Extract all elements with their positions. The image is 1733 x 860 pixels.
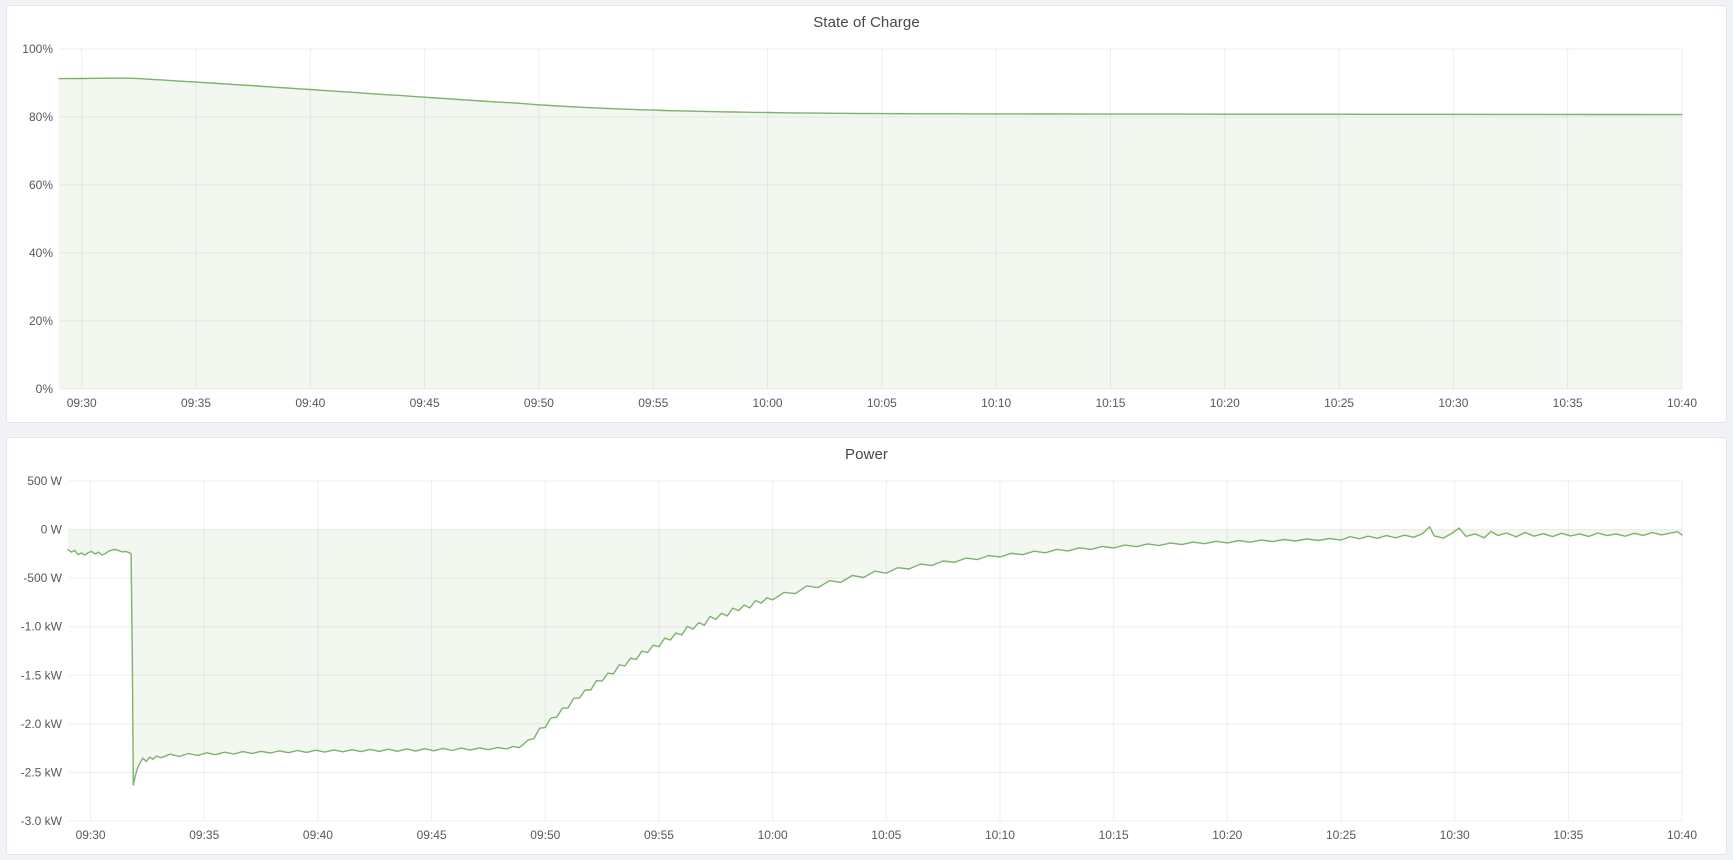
svg-text:09:30: 09:30	[76, 828, 106, 842]
svg-text:09:35: 09:35	[189, 828, 219, 842]
power-chart[interactable]: 500 W 0 W -500 W -1.0 kW -1.5 kW -2.0 kW -2.5 …	[7, 471, 1726, 854]
svg-text:40%: 40%	[29, 246, 53, 260]
svg-text:09:40: 09:40	[303, 828, 333, 842]
svg-text:10:20: 10:20	[1210, 396, 1240, 410]
svg-text:10:00: 10:00	[753, 396, 783, 410]
svg-text:10:25: 10:25	[1326, 828, 1356, 842]
svg-text:10:15: 10:15	[1099, 828, 1129, 842]
panel-title-power[interactable]: Power	[844, 446, 889, 463]
svg-text:10:10: 10:10	[981, 396, 1011, 410]
svg-text:10:15: 10:15	[1095, 396, 1125, 410]
svg-text:10:10: 10:10	[985, 828, 1015, 842]
svg-text:10:25: 10:25	[1324, 396, 1354, 410]
power-chart-svg[interactable]: 500 W 0 W -500 W -1.0 kW -1.5 kW -2.0 kW -2.5 …	[7, 471, 1726, 854]
svg-text:10:40: 10:40	[1667, 828, 1697, 842]
svg-text:20%: 20%	[29, 314, 53, 328]
svg-text:80%: 80%	[29, 110, 53, 124]
svg-text:09:45: 09:45	[410, 396, 440, 410]
svg-text:500 W: 500 W	[27, 474, 62, 488]
state-of-charge-chart[interactable]: 100% 80% 60% 40% 20% 0% 09:30 09:35 09:40 09:45 09…	[7, 39, 1726, 422]
svg-text:09:35: 09:35	[181, 396, 211, 410]
svg-text:09:55: 09:55	[638, 396, 668, 410]
svg-text:-2.0 kW: -2.0 kW	[21, 717, 63, 731]
svg-text:10:30: 10:30	[1440, 828, 1470, 842]
svg-text:10:35: 10:35	[1553, 396, 1583, 410]
panel-state-of-charge: State of Charge 100% 80% 60% 40% 20% 0% 09:30 0…	[6, 5, 1727, 423]
state-of-charge-chart-svg[interactable]: 100% 80% 60% 40% 20% 0% 09:30 09:35 09:40 09:45 09…	[7, 39, 1726, 422]
svg-text:100%: 100%	[22, 42, 53, 56]
svg-text:10:40: 10:40	[1667, 396, 1697, 410]
svg-text:09:40: 09:40	[295, 396, 325, 410]
svg-text:10:20: 10:20	[1212, 828, 1242, 842]
svg-text:09:45: 09:45	[417, 828, 447, 842]
svg-text:10:05: 10:05	[871, 828, 901, 842]
panel-power: Power 500 W 0 W -500 W -1.0 kW -1.5 kW -2.0 k…	[6, 437, 1727, 855]
svg-text:09:55: 09:55	[644, 828, 674, 842]
svg-text:-2.5 kW: -2.5 kW	[21, 765, 63, 779]
svg-text:-500 W: -500 W	[23, 571, 62, 585]
svg-text:09:50: 09:50	[530, 828, 560, 842]
svg-text:60%: 60%	[29, 178, 53, 192]
svg-text:-1.0 kW: -1.0 kW	[21, 620, 63, 634]
svg-text:10:05: 10:05	[867, 396, 897, 410]
svg-text:10:35: 10:35	[1553, 828, 1583, 842]
svg-text:10:30: 10:30	[1438, 396, 1468, 410]
svg-text:09:30: 09:30	[67, 396, 97, 410]
svg-text:0 W: 0 W	[41, 523, 63, 537]
svg-text:-3.0 kW: -3.0 kW	[21, 814, 63, 828]
svg-text:10:00: 10:00	[758, 828, 788, 842]
svg-text:0%: 0%	[36, 382, 54, 396]
svg-text:09:50: 09:50	[524, 396, 554, 410]
svg-text:-1.5 kW: -1.5 kW	[21, 668, 63, 682]
panel-title-state-of-charge[interactable]: State of Charge	[813, 14, 920, 31]
